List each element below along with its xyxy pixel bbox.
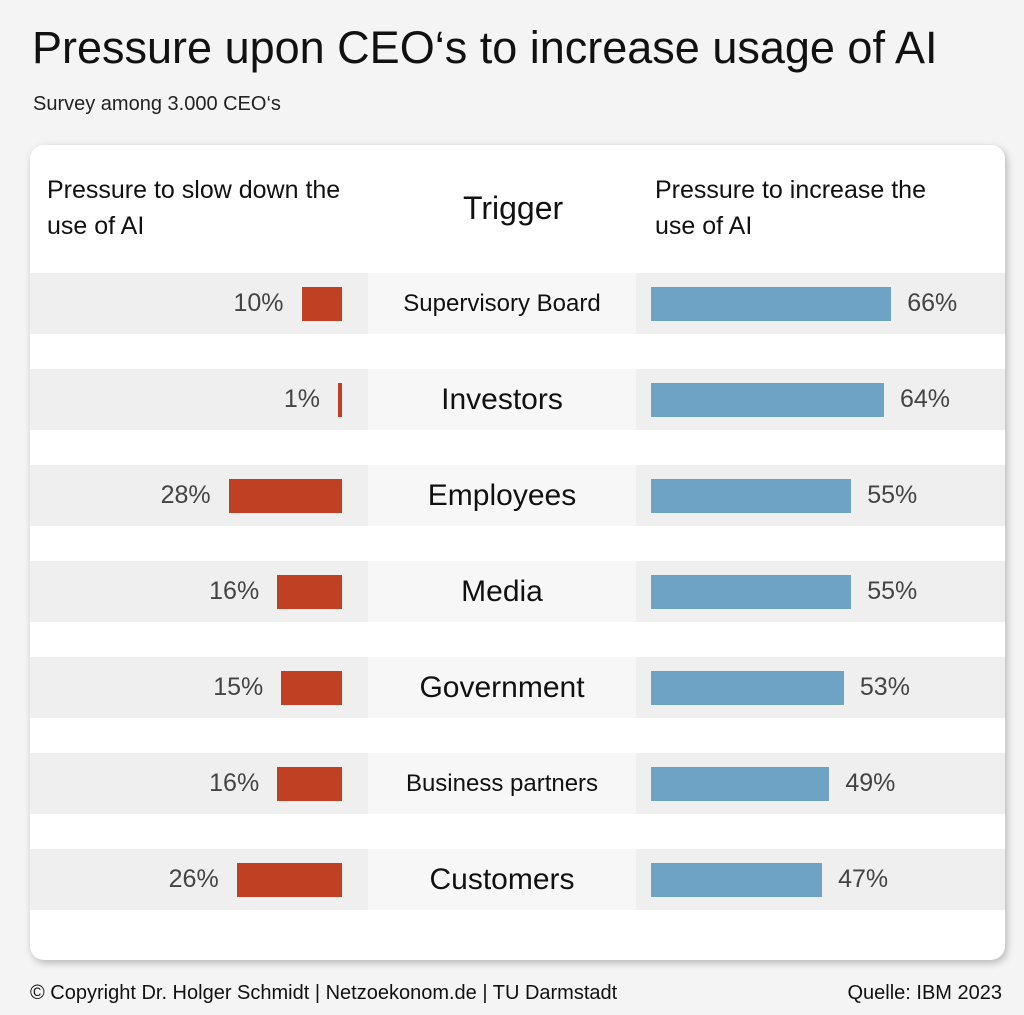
category-label: Government [368,657,636,718]
category-label: Media [368,561,636,622]
value-label-slow-down: 15% [213,673,264,701]
value-label-increase: 53% [859,673,910,701]
value-label-increase: 47% [838,865,889,893]
copyright: © Copyright Dr. Holger Schmidt | Netzoek… [30,982,618,1004]
value-label-increase: 66% [907,289,958,317]
bar-increase [651,479,852,513]
category-label: Employees [368,465,636,526]
value-label-slow-down: 10% [233,289,284,317]
chart-card [30,145,1005,960]
value-label-slow-down: 28% [160,481,211,509]
value-label-increase: 55% [867,577,918,605]
value-label-increase: 55% [867,481,918,509]
row-1: Investors 1% 64% [30,369,1005,430]
right-header: Pressure to increase the use of AI [655,176,926,240]
source: Quelle: IBM 2023 [847,982,1002,1004]
value-label-slow-down: 16% [209,769,260,797]
chart-subtitle: Survey among 3.000 CEO‘s [33,93,281,115]
left-header: Pressure to slow down the use of AI [47,176,341,240]
bar-increase [651,287,892,321]
bar-increase [651,767,830,801]
category-label: Investors [368,369,636,430]
bar-increase [651,383,884,417]
value-label-slow-down: 16% [209,577,260,605]
bar-slow-down [277,767,342,801]
row-3: Media 16% 55% [30,561,1005,622]
row-4: Government 15% 53% [30,657,1005,718]
bar-slow-down [228,479,342,513]
bar-increase [651,671,844,705]
category-label: Business partners [368,753,636,814]
row-0: Supervisory Board 10% 66% [30,273,1005,334]
bar-slow-down [281,671,342,705]
chart-title: Pressure upon CEO‘s to increase usage of… [32,22,938,73]
bar-slow-down [277,575,342,609]
bar-increase [651,575,852,609]
value-label-increase: 64% [899,385,950,413]
value-label-increase: 49% [845,769,896,797]
value-label-slow-down: 1% [283,385,320,413]
category-label: Supervisory Board [368,273,636,334]
bar-slow-down [301,287,342,321]
category-label: Customers [368,849,636,910]
value-label-slow-down: 26% [168,865,219,893]
bar-slow-down [337,383,342,417]
row-2: Employees 28% 55% [30,465,1005,526]
row-5: Business partners 16% 49% [30,753,1005,814]
row-6: Customers 26% 47% [30,849,1005,910]
bar-slow-down [236,863,342,897]
bar-increase [651,863,823,897]
center-header: Trigger [463,190,564,226]
